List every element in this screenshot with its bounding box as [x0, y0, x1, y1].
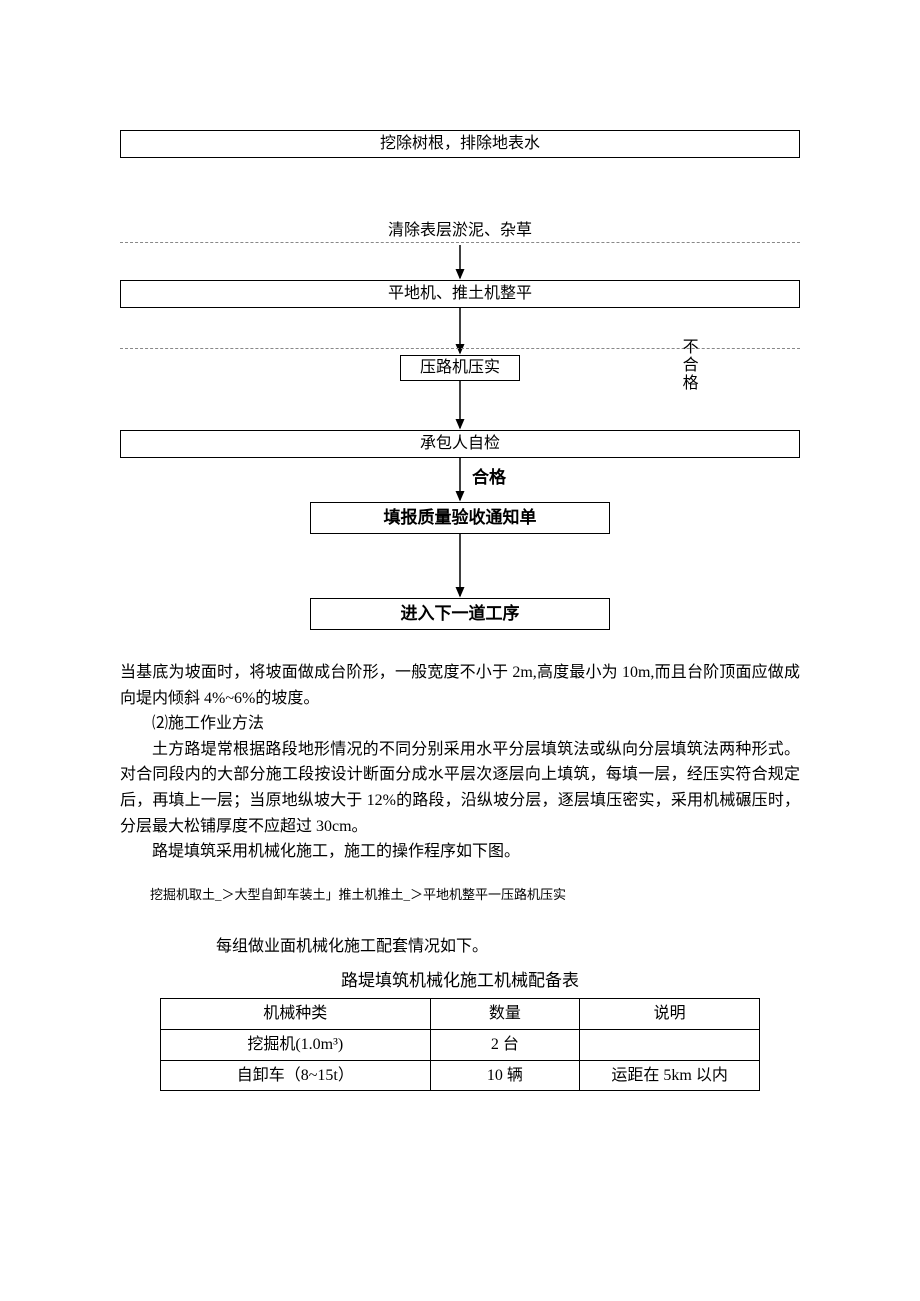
table-row: 挖掘机(1.0m³) 2 台 [161, 1029, 760, 1060]
cell: 运距在 5km 以内 [580, 1060, 760, 1091]
flow-node-3: 平地机、推土机整平 [120, 280, 800, 308]
paragraph-2-heading: ⑵施工作业方法 [120, 711, 800, 737]
flow-node-2: 清除表层淤泥、杂草 [360, 218, 560, 244]
flow-node-7-label: 进入下一道工序 [401, 600, 520, 627]
flow-node-2-label: 清除表层淤泥、杂草 [388, 222, 532, 239]
pass-label: 合格 [472, 464, 506, 491]
flow-node-4: 压路机压实 [400, 355, 520, 381]
operation-sequence: 挖掘机取土_＞大型自卸车装土」推土机推土_＞平地机整平一压路机压实 [150, 885, 800, 906]
cell: 自卸车（8~15t） [161, 1060, 431, 1091]
cell: 挖掘机(1.0m³) [161, 1029, 431, 1060]
equipment-table: 机械种类 数量 说明 挖掘机(1.0m³) 2 台 自卸车（8~15t） 10 … [160, 998, 760, 1091]
col-header-2: 说明 [580, 999, 760, 1030]
flow-node-1: 挖除树根，排除地表水 [120, 130, 800, 158]
flow-node-5-label: 承包人自检 [420, 431, 500, 457]
cell: 2 台 [430, 1029, 580, 1060]
dashed-1 [120, 242, 800, 243]
col-header-0: 机械种类 [161, 999, 431, 1030]
process-flowchart: 挖除树根，排除地表水 清除表层淤泥、杂草 平地机、推土机整平 压路机压实 不合格… [120, 130, 800, 650]
table-row: 自卸车（8~15t） 10 辆 运距在 5km 以内 [161, 1060, 760, 1091]
table-title: 路堤填筑机械化施工机械配备表 [120, 967, 800, 994]
flow-node-4-label: 压路机压实 [420, 355, 500, 381]
paragraph-3: 土方路堤常根据路段地形情况的不同分别采用水平分层填筑法或纵向分层填筑法两种形式。… [120, 737, 800, 839]
paragraph-4: 路堤填筑采用机械化施工，施工的操作程序如下图。 [120, 839, 800, 865]
flow-node-7: 进入下一道工序 [310, 598, 610, 630]
cell [580, 1029, 760, 1060]
flow-node-6: 填报质量验收通知单 [310, 502, 610, 534]
col-header-1: 数量 [430, 999, 580, 1030]
cell: 10 辆 [430, 1060, 580, 1091]
flow-node-1-label: 挖除树根，排除地表水 [380, 131, 540, 157]
flow-node-5: 承包人自检 [120, 430, 800, 458]
flow-node-3-label: 平地机、推土机整平 [388, 281, 532, 307]
paragraph-5: 每组做业面机械化施工配套情况如下。 [120, 934, 800, 960]
table-header-row: 机械种类 数量 说明 [161, 999, 760, 1030]
fail-label: 不合格 [675, 338, 701, 392]
paragraph-1: 当基底为坡面时，将坡面做成台阶形，一般宽度不小于 2m,高度最小为 10m,而且… [120, 660, 800, 711]
flow-node-6-label: 填报质量验收通知单 [384, 504, 537, 531]
